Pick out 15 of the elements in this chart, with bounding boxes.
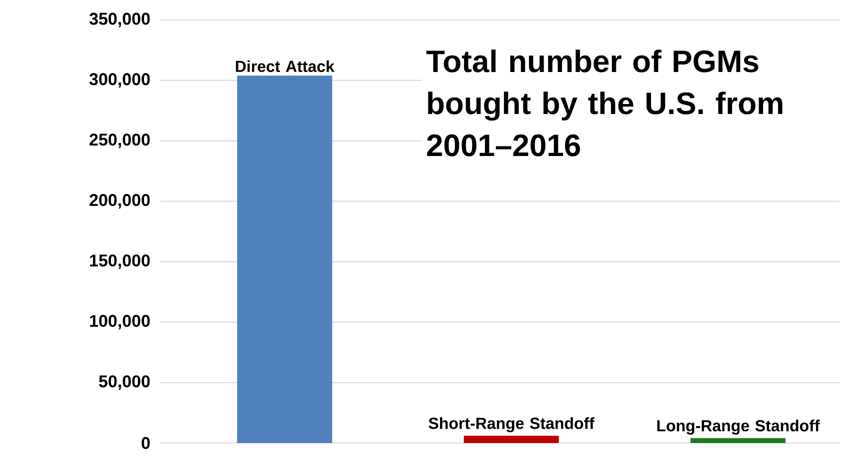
y-tick-label: 150,000 [90, 254, 150, 269]
y-tick-label: 300,000 [89, 73, 150, 88]
bar [464, 436, 559, 443]
y-tick-label: 350,000 [89, 12, 150, 28]
x-tick-label: Long-Range Standoff [657, 420, 820, 435]
y-tick-label: 0 [142, 436, 150, 450]
y-tick-label: 50,000 [98, 375, 150, 390]
y-tick-label: 250,000 [90, 134, 150, 148]
x-tick-label: Short-Range Standoff [428, 417, 594, 432]
y-tick-label: 200,000 [90, 194, 150, 209]
text: Total number of PGMs bought by the U.S. from 2001–2016 [426, 50, 782, 156]
y-tick-label: 100,000 [90, 314, 150, 330]
x-tick-label: Direct Attack [236, 60, 334, 72]
bar [690, 438, 786, 443]
bar [237, 76, 332, 443]
